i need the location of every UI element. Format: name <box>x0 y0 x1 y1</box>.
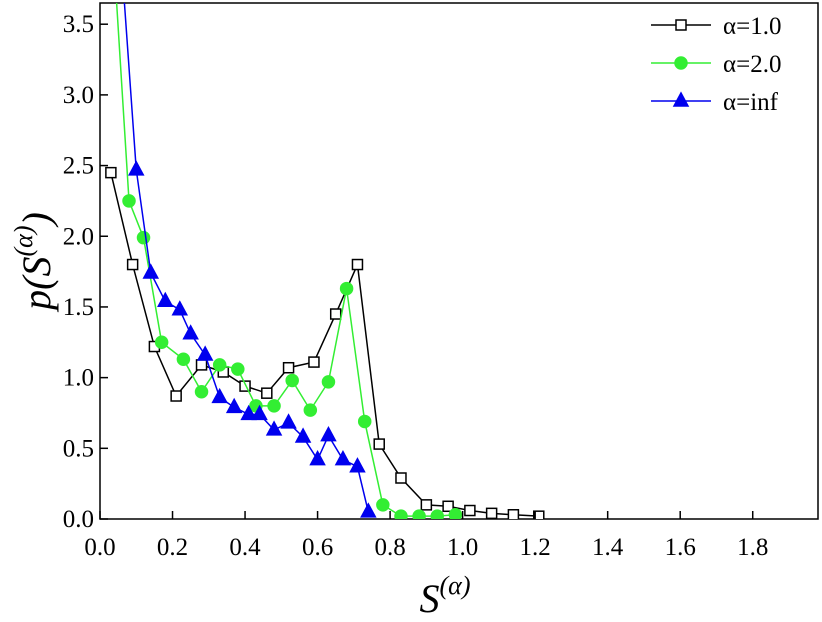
marker <box>360 502 377 518</box>
x-tick-label: 1.2 <box>520 534 551 561</box>
marker <box>303 403 318 417</box>
marker <box>196 345 214 361</box>
marker <box>231 362 245 376</box>
y-label-sup: (α) <box>9 226 38 257</box>
legend-marker <box>675 19 687 31</box>
marker <box>105 166 117 179</box>
x-label-sup: (α) <box>440 571 471 600</box>
marker <box>285 373 299 388</box>
marker <box>464 504 476 517</box>
marker <box>261 387 273 399</box>
legend-marker <box>674 56 688 70</box>
x-tick-label: 0.6 <box>302 534 333 561</box>
x-tick-label: 0.2 <box>157 534 188 561</box>
plot-frame <box>99 2 819 520</box>
marker <box>334 450 352 466</box>
marker <box>321 375 336 389</box>
y-tick-label: 1.5 <box>63 294 94 321</box>
marker <box>294 427 312 443</box>
marker <box>533 510 545 519</box>
marker <box>212 358 227 372</box>
marker <box>320 426 337 442</box>
marker <box>251 404 268 421</box>
marker <box>395 472 407 484</box>
y-axis-label: p(S(α)) <box>9 212 59 313</box>
legend-label: α=inf <box>723 89 779 116</box>
y-tick-label: 0.0 <box>63 506 94 533</box>
marker <box>420 499 433 511</box>
marker <box>157 291 174 308</box>
x-tick-label: 1.4 <box>592 534 624 561</box>
series-line <box>115 3 456 517</box>
x-tick-label: 0.4 <box>229 534 261 561</box>
marker <box>507 509 520 519</box>
marker <box>485 507 498 519</box>
marker <box>442 500 454 513</box>
legend-label: α=2.0 <box>723 51 781 78</box>
x-label-base: S <box>420 576 440 621</box>
marker <box>376 498 390 512</box>
marker <box>211 387 228 404</box>
marker <box>430 509 444 519</box>
marker <box>240 404 257 421</box>
marker <box>448 508 463 519</box>
legend-marker <box>672 91 690 107</box>
x-tick-label: 1.0 <box>447 534 478 561</box>
marker <box>142 263 160 279</box>
legend-label: α=1.0 <box>723 13 781 40</box>
y-tick-label: 2.5 <box>63 153 94 180</box>
x-tick-label: 1.6 <box>665 534 696 561</box>
marker <box>394 509 408 519</box>
marker <box>170 390 182 402</box>
marker <box>136 230 151 245</box>
marker <box>339 281 354 296</box>
marker <box>308 356 320 368</box>
marker <box>357 414 372 429</box>
marker <box>309 450 326 466</box>
y-tick-label: 0.5 <box>63 435 94 462</box>
marker <box>351 258 364 271</box>
y-tick-label: 1.0 <box>63 365 94 392</box>
x-tick-label: 0.8 <box>374 534 405 561</box>
marker <box>349 457 366 473</box>
marker <box>176 352 191 367</box>
plot-area <box>105 3 545 519</box>
marker <box>265 420 283 436</box>
marker <box>280 413 297 429</box>
marker <box>171 300 189 316</box>
y-label-end: ) <box>14 212 59 227</box>
marker <box>182 324 199 340</box>
marker <box>412 509 426 519</box>
marker <box>282 361 295 374</box>
marker <box>126 258 139 271</box>
x-axis-label: S(α) <box>420 571 471 621</box>
y-tick-label: 3.0 <box>63 82 94 109</box>
marker <box>225 397 243 414</box>
marker <box>194 385 209 399</box>
marker <box>329 308 342 320</box>
marker <box>195 359 208 371</box>
marker <box>122 194 136 208</box>
marker <box>128 160 145 176</box>
y-tick-label: 3.5 <box>63 11 94 38</box>
marker <box>154 335 169 350</box>
y-tick-label: 2.0 <box>63 223 94 250</box>
x-tick-label: 0.0 <box>84 534 115 561</box>
x-tick-label: 1.8 <box>737 534 768 561</box>
marker <box>239 380 251 392</box>
marker <box>267 399 281 413</box>
y-label-base: p(S <box>14 256 59 312</box>
marker <box>373 438 385 450</box>
